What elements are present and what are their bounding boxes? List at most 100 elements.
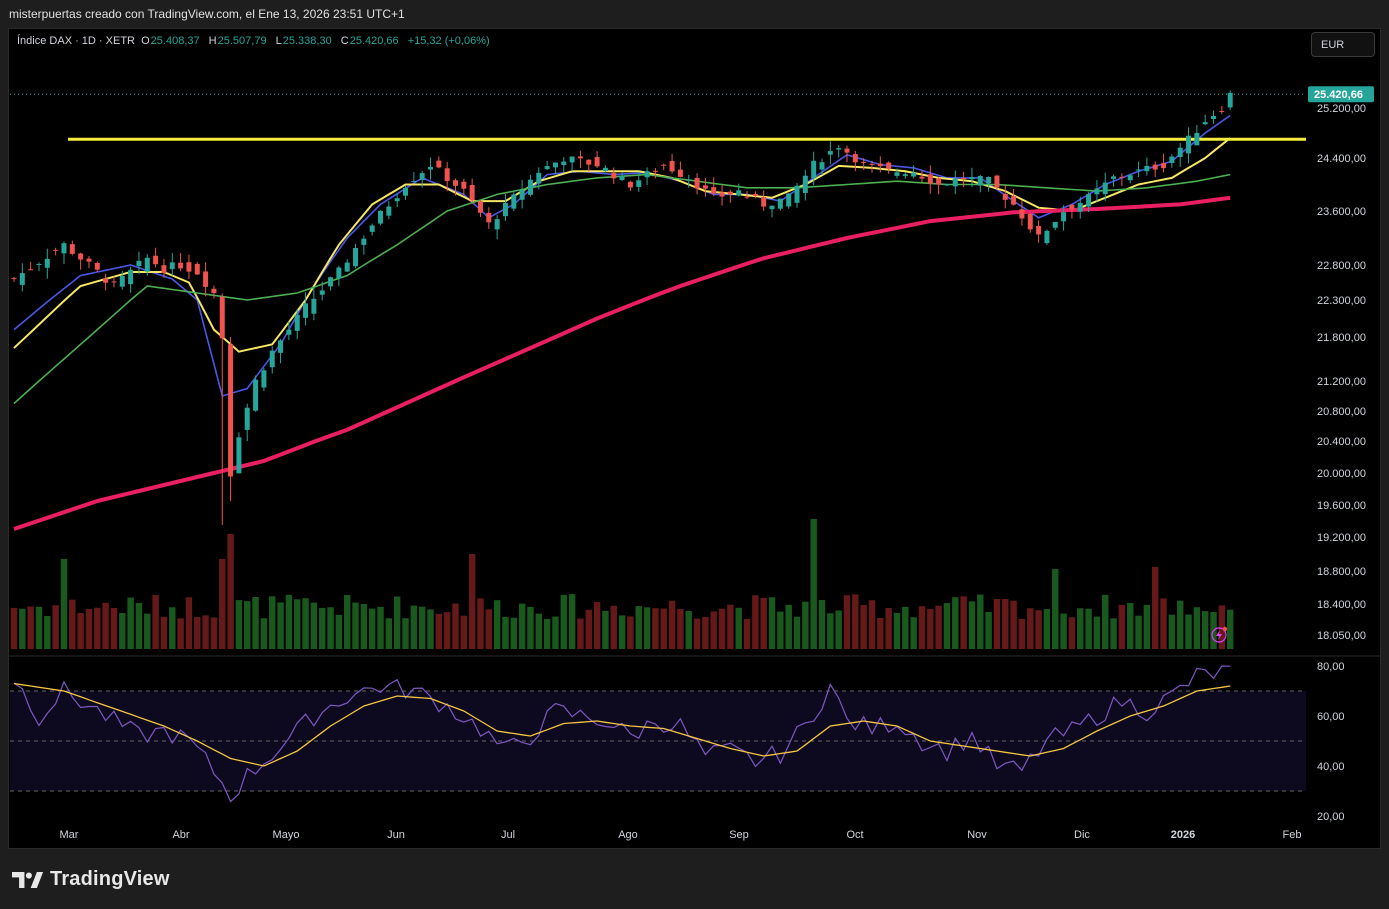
- candle-body: [1094, 188, 1100, 195]
- volume-bar: [1160, 598, 1167, 649]
- volume-bar: [868, 600, 876, 649]
- volume-bar: [285, 594, 293, 649]
- candle-body: [694, 177, 700, 189]
- volume-bar: [77, 613, 84, 649]
- volume-bar: [202, 615, 209, 649]
- price-tick-label: 18.050,00: [1317, 630, 1366, 642]
- price-tick-label: 18.400,00: [1317, 599, 1366, 611]
- candle-body: [494, 219, 500, 230]
- candle-body: [919, 176, 925, 179]
- candle-body: [886, 162, 892, 169]
- candle-body: [169, 262, 175, 270]
- close-value: 25.420,66: [349, 35, 399, 47]
- volume-bar: [435, 613, 443, 649]
- candle-body: [461, 181, 467, 189]
- volume-bar: [94, 607, 101, 649]
- volume-bar: [19, 608, 26, 649]
- volume-bar: [618, 615, 626, 649]
- candle-body: [786, 193, 792, 207]
- volume-bar: [485, 609, 493, 649]
- candle-body: [469, 185, 475, 201]
- time-tick-label: Abr: [172, 829, 189, 841]
- time-axis: Mar Abr Mayo Jun Jul Ago Sep Oct Nov Dic 2026 Feb: [60, 829, 1302, 841]
- candle-body: [178, 262, 184, 269]
- volume-bar: [327, 607, 334, 649]
- volume-bar: [802, 601, 809, 649]
- price-tick-label: 25.200,00: [1317, 103, 1366, 115]
- candle-body: [261, 370, 267, 388]
- candle-body: [394, 198, 400, 202]
- candle-body: [1044, 230, 1050, 244]
- chart-credit: misterpuertas creado con TradingView.com…: [9, 7, 405, 21]
- candle-body: [719, 192, 725, 197]
- top-bar: misterpuertas creado con TradingView.com…: [0, 0, 1389, 28]
- volume-bar: [85, 608, 93, 649]
- volume-bar: [1035, 610, 1042, 649]
- volume-bar: [1043, 609, 1051, 649]
- volume-bar: [1177, 600, 1184, 649]
- rsi-tick-label: 60,00: [1317, 711, 1345, 723]
- currency-button[interactable]: EUR: [1311, 32, 1375, 57]
- time-tick-label: Oct: [846, 829, 863, 841]
- volume-bar: [860, 605, 867, 649]
- candle-body: [36, 263, 42, 265]
- candle-body: [228, 344, 234, 477]
- candle-body: [286, 329, 292, 335]
- volume-bar: [185, 597, 193, 649]
- volume-bar: [1010, 600, 1017, 649]
- time-tick-label: Mar: [60, 829, 79, 841]
- alert-dot: [1222, 626, 1228, 632]
- candle-body: [94, 262, 100, 270]
- time-tick-label: Feb: [1283, 829, 1302, 841]
- volume-bar: [1118, 604, 1126, 649]
- tradingview-logo[interactable]: TradingView: [12, 868, 170, 891]
- candle-body: [303, 303, 309, 318]
- price-tick-label: 22.800,00: [1317, 260, 1366, 272]
- volume-bar: [552, 616, 559, 649]
- candle-body: [702, 185, 708, 189]
- time-tick-label: 2026: [1171, 829, 1195, 841]
- volume-bar: [735, 607, 742, 649]
- footer: [0, 849, 1389, 909]
- volume-bar: [1102, 594, 1109, 649]
- rsi-ma-line: [13, 682, 1231, 767]
- volume-bar: [760, 597, 767, 649]
- volume-bar: [410, 605, 418, 649]
- candle-body: [161, 265, 167, 273]
- candle-body: [586, 159, 592, 165]
- volume-bar: [144, 613, 151, 649]
- candle-body: [1119, 176, 1125, 178]
- volume-bar: [368, 608, 376, 649]
- volume-bar: [360, 604, 368, 649]
- volume-bar: [468, 554, 476, 649]
- volume-bar: [493, 600, 501, 649]
- volume-bar: [927, 608, 934, 649]
- candle-body: [777, 198, 783, 209]
- volume-bar: [1068, 617, 1076, 649]
- volume-bar: [393, 596, 401, 649]
- candle-body: [802, 175, 808, 193]
- candle-body: [311, 298, 317, 314]
- candle-body: [153, 255, 159, 265]
- volume-bar: [627, 616, 634, 649]
- candle-body: [136, 260, 142, 267]
- volume-bar: [902, 606, 909, 649]
- candle-body: [1061, 212, 1067, 222]
- candle-body: [253, 379, 259, 411]
- candle-body: [1227, 92, 1233, 108]
- volume-bar: [743, 618, 751, 649]
- volume-bar: [227, 534, 234, 649]
- volume-bar: [1027, 608, 1034, 649]
- volume-bar: [752, 595, 759, 649]
- volume-bar: [443, 612, 451, 649]
- candle-body: [894, 172, 900, 176]
- candle-body: [1152, 164, 1158, 170]
- candle-body: [769, 205, 775, 210]
- tradingview-logo-icon: [12, 871, 44, 888]
- volume-bar: [1185, 614, 1192, 649]
- volume-bar: [1152, 567, 1159, 649]
- price-axis: 25.200,00 24.400,00 23.600,00 22.800,00 22.3…: [1317, 103, 1366, 642]
- volume-bar: [543, 618, 551, 649]
- volume-bar: [335, 614, 343, 649]
